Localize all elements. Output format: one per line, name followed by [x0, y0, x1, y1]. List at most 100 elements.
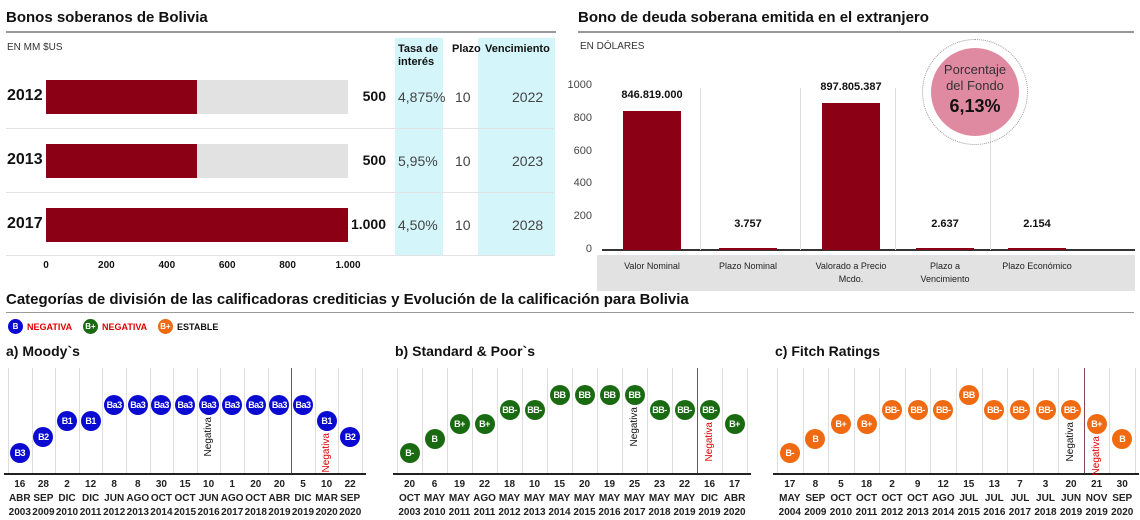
- date-month: MAY: [448, 493, 471, 504]
- column-divider: [547, 368, 548, 474]
- date-day: 8: [135, 479, 141, 490]
- timeline-baseline: [773, 473, 1139, 475]
- x-tick-label: 800: [279, 260, 296, 271]
- data-label: 2.637: [931, 218, 959, 230]
- date-day: 17: [784, 479, 796, 490]
- date-month: MAY: [523, 493, 546, 504]
- chart-subtitle: EN DÓLARES: [580, 41, 645, 52]
- event-date: 17 MAY 2004: [777, 478, 803, 520]
- column-divider: [895, 88, 896, 250]
- column-divider: [8, 368, 9, 474]
- date-day: 22: [678, 479, 691, 490]
- column-divider: [314, 368, 316, 474]
- plazo-value: 10: [455, 217, 471, 233]
- column-divider: [422, 368, 423, 474]
- y-tick-label: 800: [573, 111, 592, 124]
- rating-badge: BB: [624, 385, 645, 405]
- rating-badge: BB-: [907, 399, 928, 420]
- date-day: 8: [812, 479, 819, 490]
- period-divider: [291, 368, 293, 474]
- date-month: OCT: [830, 493, 852, 504]
- date-day: 10: [321, 479, 333, 490]
- column-divider: [173, 368, 175, 474]
- event-date: 15 MAY 2014: [547, 478, 573, 520]
- rating-badge: Ba3: [104, 395, 125, 415]
- column-divider: [78, 368, 80, 474]
- column-divider: [31, 368, 33, 474]
- date-year: 2020: [339, 507, 362, 518]
- date-month: OCT: [245, 493, 267, 504]
- column-divider: [126, 368, 127, 474]
- column-divider: [472, 368, 473, 474]
- column-divider: [220, 368, 222, 474]
- column-divider: [397, 368, 398, 474]
- event-date: 21 NOV 2019: [1084, 478, 1110, 520]
- tasa-column: [395, 38, 443, 256]
- fondo-badge: Porcentaje del Fondo 6,13%: [931, 48, 1019, 136]
- fondo-ring: [922, 39, 1028, 145]
- date-day: 20: [273, 479, 285, 490]
- rating-badge: B: [424, 428, 445, 449]
- date-year: 2012: [498, 507, 521, 518]
- column-divider: [244, 368, 245, 474]
- date-year: 2014: [548, 507, 571, 518]
- date-month: AGO: [931, 493, 955, 504]
- bar: [719, 248, 777, 250]
- date-day: 2: [64, 479, 70, 490]
- date-year: 2010: [423, 507, 446, 518]
- date-year: 2016: [598, 507, 621, 518]
- vencimiento-column: [478, 38, 555, 256]
- rating-badge: B+: [830, 414, 851, 434]
- column-divider: [722, 368, 723, 474]
- date-day: 7: [1017, 479, 1023, 490]
- y-tick-label: 0: [585, 243, 592, 255]
- legend-item: B NEGATIVA: [8, 319, 72, 334]
- header-vencimiento: Vencimiento: [485, 43, 550, 55]
- date-year: 2013: [906, 507, 929, 518]
- date-day: 20: [1065, 479, 1077, 490]
- ratings-title: Categorías de división de las calificado…: [6, 291, 689, 308]
- rating-badge: Ba3: [151, 395, 172, 415]
- date-year: 2009: [32, 507, 55, 518]
- rating-badge: B2: [340, 427, 361, 447]
- date-year: 2019: [673, 507, 696, 518]
- event-date: 23 MAY 2018: [647, 478, 673, 520]
- data-label: 3.757: [734, 218, 762, 230]
- date-year: 2009: [804, 507, 827, 518]
- date-year: 2014: [932, 507, 955, 518]
- date-day: 10: [203, 479, 215, 490]
- category-band: [597, 255, 1135, 291]
- rating-badge: BB-: [699, 399, 720, 420]
- date-year: 2010: [55, 507, 79, 518]
- date-year: 2019: [1085, 507, 1108, 518]
- date-year: 2012: [103, 507, 126, 518]
- column-divider: [853, 368, 855, 474]
- timeline-baseline: [393, 473, 751, 475]
- date-year: 2017: [1008, 507, 1032, 518]
- date-month: SEP: [340, 493, 361, 504]
- date-day: 12: [937, 479, 949, 490]
- bar: [46, 80, 197, 114]
- rating-badge: B1: [316, 411, 337, 431]
- rating-badge: BB-: [1009, 399, 1030, 420]
- data-label: 846.819.000: [621, 89, 683, 102]
- date-day: 30: [1116, 479, 1128, 490]
- bonos-unit: EN MM $US: [7, 42, 63, 53]
- date-year: 2012: [880, 507, 904, 518]
- legend-badge: B: [8, 319, 23, 334]
- date-year: 2017: [623, 507, 646, 518]
- fondo-label1: Porcentaje: [943, 62, 1007, 77]
- tasa-value: 5,95%: [398, 153, 438, 169]
- date-year: 2019: [268, 507, 291, 518]
- column-divider: [522, 368, 523, 474]
- rating-badge: BB-: [674, 399, 695, 420]
- fondo-label2: del Fondo: [946, 78, 1004, 93]
- date-year: 2018: [648, 507, 671, 518]
- rating-badge: Ba3: [198, 395, 219, 415]
- rating-badge: Ba3: [127, 395, 148, 415]
- column-divider: [647, 368, 648, 474]
- vencimiento-value: 2028: [512, 217, 544, 233]
- rating-badge: Ba3: [245, 395, 266, 415]
- outlook-label: Negativa: [320, 433, 332, 473]
- event-date: 10 JUN 2016: [196, 478, 222, 520]
